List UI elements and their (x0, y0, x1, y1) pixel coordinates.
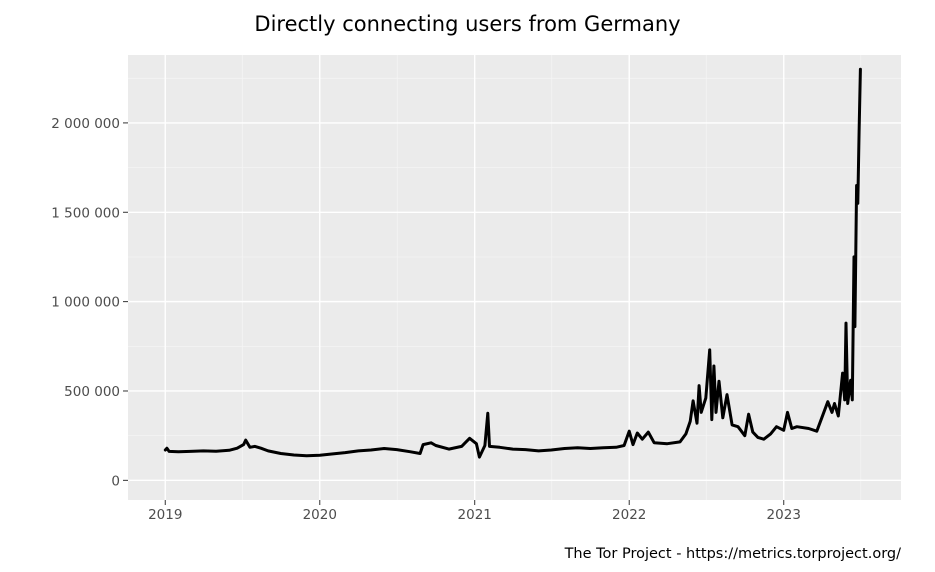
x-tick-label: 2022 (612, 507, 646, 523)
y-axis: 0 500 000 1 000 000 1 500 000 2 000 000 (51, 116, 128, 489)
chart-title: Directly connecting users from Germany (254, 12, 681, 36)
source-caption: The Tor Project - https://metrics.torpro… (564, 546, 901, 562)
minor-gridlines (128, 55, 901, 500)
y-tick-label: 500 000 (64, 384, 120, 400)
plot-panel (128, 55, 901, 500)
y-tick-label: 1 500 000 (51, 205, 120, 221)
series-line (163, 67, 862, 459)
series-layer (163, 67, 862, 459)
x-tick-label: 2020 (303, 507, 337, 523)
y-tick-label: 1 000 000 (51, 295, 120, 311)
x-tick-label: 2023 (767, 507, 801, 523)
x-axis: 2019 2020 2021 2022 2023 (148, 500, 801, 523)
y-tick-label: 0 (111, 473, 120, 489)
y-tick-label: 2 000 000 (51, 116, 120, 132)
x-tick-label: 2021 (458, 507, 492, 523)
x-tick-label: 2019 (148, 507, 182, 523)
